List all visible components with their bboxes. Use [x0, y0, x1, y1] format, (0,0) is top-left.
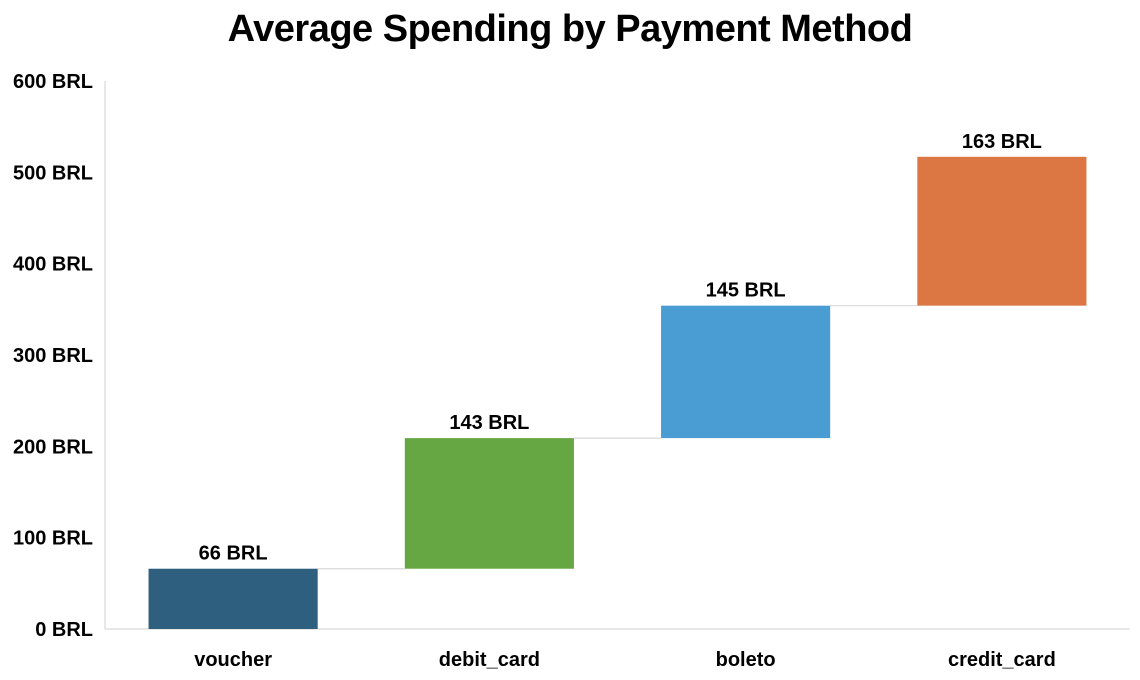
- data-label-debit_card: 143 BRL: [449, 412, 529, 434]
- data-label-credit_card: 163 BRL: [962, 131, 1042, 153]
- x-tick-label: voucher: [194, 649, 272, 671]
- y-tick-label: 0 BRL: [35, 619, 93, 641]
- y-tick-label: 600 BRL: [13, 71, 93, 93]
- y-tick-label: 400 BRL: [13, 254, 93, 276]
- bar-debit_card: [404, 438, 574, 569]
- x-tick-label: debit_card: [439, 649, 540, 671]
- chart-title: Average Spending by Payment Method: [227, 8, 913, 50]
- bar-boleto: [661, 305, 831, 439]
- y-tick-label: 200 BRL: [13, 436, 93, 458]
- y-tick-label: 100 BRL: [13, 528, 93, 550]
- x-tick-label: boleto: [716, 649, 776, 671]
- bar-credit_card: [917, 156, 1087, 306]
- bar-voucher: [148, 568, 318, 629]
- data-label-boleto: 145 BRL: [706, 280, 786, 302]
- data-label-voucher: 66 BRL: [199, 543, 268, 565]
- x-tick-label: credit_card: [948, 649, 1056, 671]
- y-tick-label: 300 BRL: [13, 345, 93, 367]
- y-tick-label: 500 BRL: [13, 162, 93, 184]
